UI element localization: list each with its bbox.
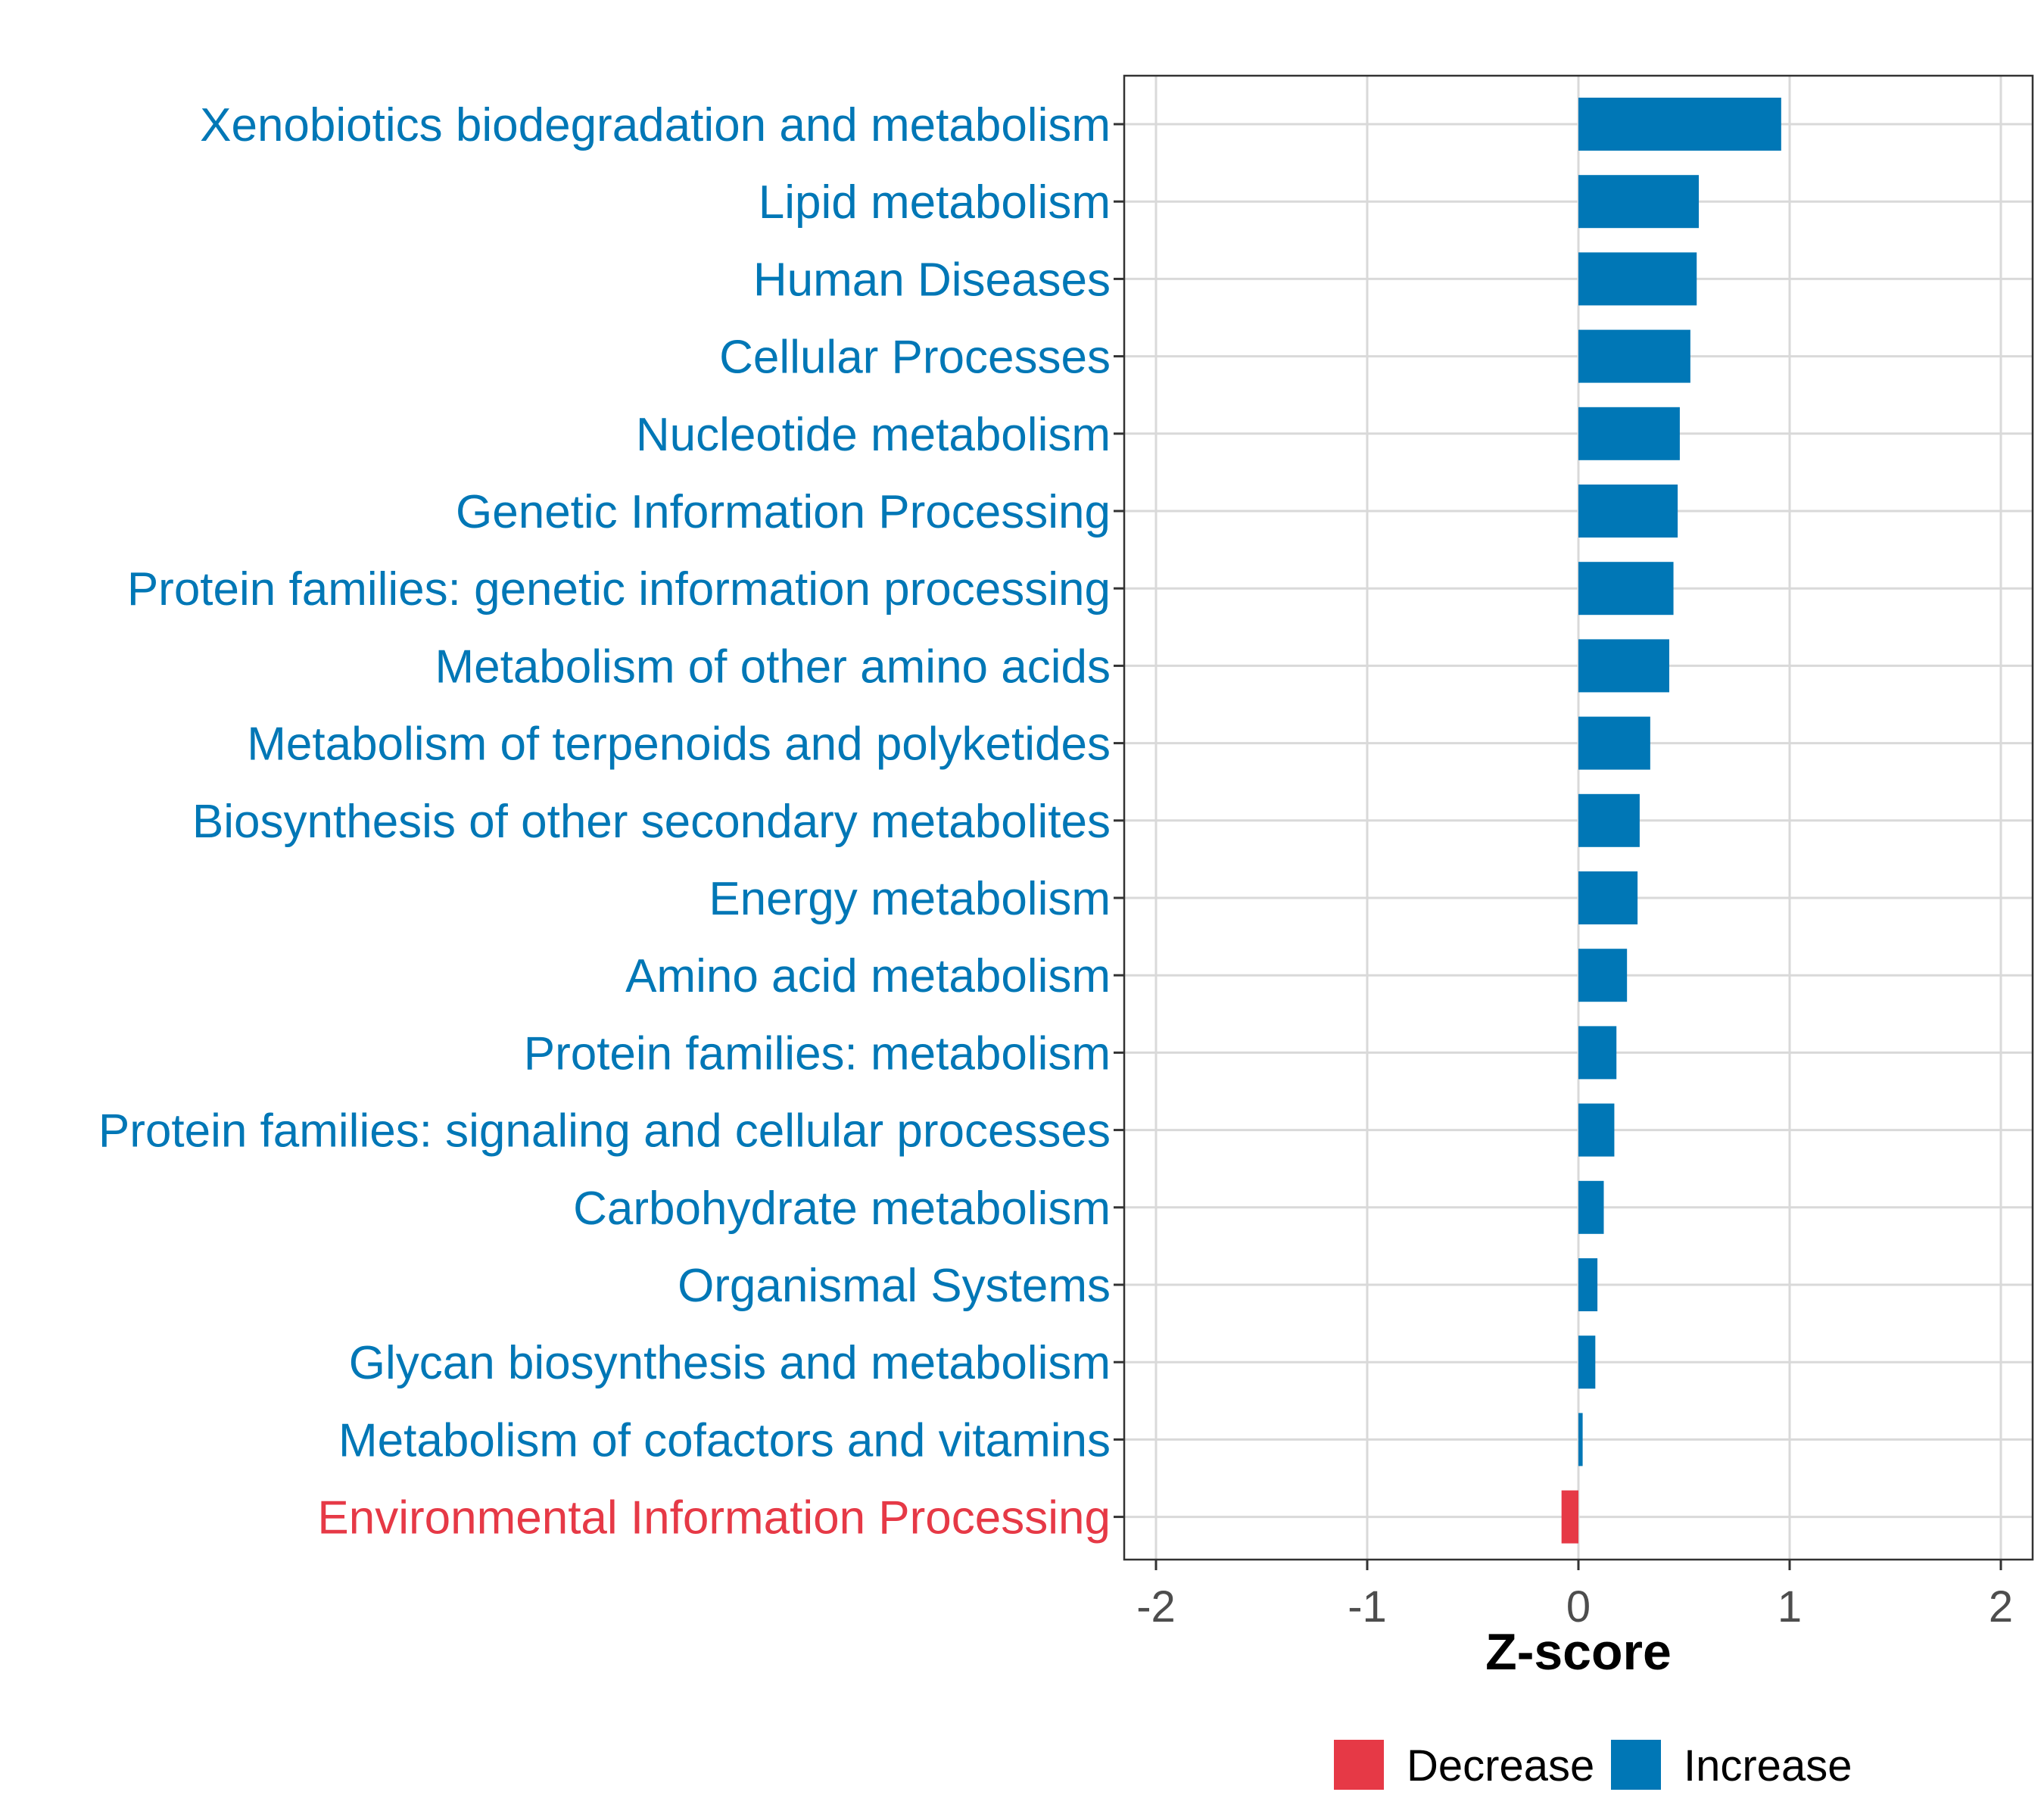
legend-swatch-increase [1611,1740,1661,1790]
bar-increase [1578,252,1697,306]
bar-increase [1578,407,1680,460]
category-label: Human Diseases [753,254,1111,306]
x-axis-title: Z-score [1485,1623,1672,1681]
bar-increase [1578,1335,1596,1389]
legend: Decrease Increase [1334,1740,1852,1791]
category-label: Biosynthesis of other secondary metaboli… [192,796,1111,848]
bar-increase [1578,949,1628,1002]
category-label: Xenobiotics biodegradation and metabolis… [200,99,1111,151]
category-label: Metabolism of terpenoids and polyketides [247,718,1111,771]
bar-increase [1578,1180,1604,1234]
bar-increase [1578,716,1650,770]
bar-increase [1578,1026,1617,1080]
bar-increase [1578,639,1669,693]
bar-decrease [1561,1490,1578,1544]
axis-layer: -2 -1 0 1 2 [1114,74,2034,1632]
category-label: Genetic Information Processing [456,486,1111,538]
x-tick-label: -1 [1348,1582,1387,1632]
category-label: Environmental Information Processing [317,1492,1111,1544]
category-label: Organismal Systems [678,1260,1111,1312]
category-label: Protein families: genetic information pr… [127,563,1111,616]
category-label: Metabolism of cofactors and vitamins [338,1414,1111,1466]
bar-increase [1578,793,1640,847]
category-label: Amino acid metabolism [625,950,1111,1002]
bar-increase [1578,1413,1583,1466]
legend-swatch-decrease [1334,1740,1384,1790]
bar-increase [1578,485,1678,538]
category-label-layer: Xenobiotics biodegradation and metabolis… [98,99,1111,1544]
bar-increase [1578,329,1690,383]
category-label: Glycan biosynthesis and metabolism [349,1337,1111,1389]
bar-increase [1578,98,1781,151]
bar-layer [1561,98,1781,1544]
bar-increase [1578,871,1638,924]
x-tick-label: -2 [1136,1582,1176,1632]
x-tick-label: 0 [1566,1582,1591,1632]
bar-increase [1578,1103,1615,1157]
x-tick-label: 1 [1778,1582,1802,1632]
legend-label-decrease: Decrease [1407,1741,1594,1791]
category-label: Protein families: signaling and cellular… [98,1105,1111,1158]
x-tick-label: 2 [1989,1582,2013,1632]
category-label: Carbohydrate metabolism [573,1183,1111,1235]
legend-label-increase: Increase [1684,1741,1852,1791]
category-label: Energy metabolism [709,873,1111,925]
category-label: Protein families: metabolism [524,1027,1111,1080]
category-label: Metabolism of other amino acids [435,640,1111,693]
bar-increase [1578,562,1674,616]
bar-increase [1578,1258,1598,1311]
category-label: Cellular Processes [719,332,1111,384]
bar-increase [1578,175,1700,229]
category-label: Lipid metabolism [759,176,1111,229]
category-label: Nucleotide metabolism [636,409,1111,461]
